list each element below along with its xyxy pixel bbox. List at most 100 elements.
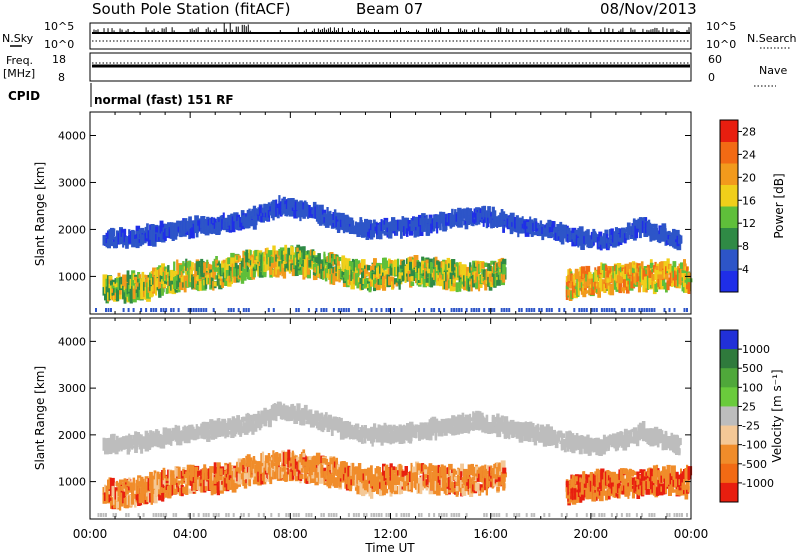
echo-cell bbox=[629, 429, 633, 443]
echo-cell bbox=[532, 425, 535, 438]
near-range-cell bbox=[272, 308, 275, 312]
near-range-cell bbox=[686, 308, 688, 312]
echo-cell bbox=[140, 227, 145, 236]
echo-cell bbox=[183, 280, 187, 293]
echo-cell bbox=[573, 281, 576, 293]
echo-cell bbox=[300, 408, 304, 416]
echo-cell bbox=[481, 412, 484, 425]
echo-cell bbox=[545, 222, 549, 233]
echo-cell bbox=[678, 284, 681, 289]
echo-cell bbox=[248, 220, 251, 229]
near-range-cell bbox=[162, 308, 165, 312]
echo-cell bbox=[599, 239, 603, 251]
echo-cell bbox=[108, 477, 112, 490]
echo-cell bbox=[134, 495, 137, 508]
near-range-cell bbox=[423, 308, 426, 312]
echo-cell bbox=[222, 425, 227, 430]
echo-cell bbox=[212, 479, 215, 490]
echo-cell bbox=[404, 275, 407, 283]
echo-cell bbox=[132, 273, 136, 287]
echo-cell bbox=[267, 251, 271, 264]
echo-cell bbox=[236, 464, 239, 472]
echo-cell bbox=[252, 456, 256, 465]
echo-cell bbox=[400, 227, 403, 239]
echo-cell bbox=[309, 249, 313, 259]
echo-cell bbox=[425, 424, 429, 435]
echo-cell bbox=[233, 266, 238, 273]
echo-cell bbox=[252, 478, 256, 485]
echo-cell bbox=[138, 477, 142, 483]
echo-cell bbox=[646, 433, 649, 438]
echo-cell bbox=[215, 275, 218, 280]
echo-cell bbox=[155, 226, 159, 234]
echo-cell bbox=[254, 258, 258, 263]
echo-cell bbox=[590, 239, 593, 247]
echo-cell bbox=[624, 266, 628, 274]
echo-cell bbox=[189, 475, 193, 481]
echo-cell bbox=[297, 263, 300, 267]
echo-cell bbox=[412, 220, 415, 228]
echo-cell bbox=[122, 294, 125, 299]
colorbar-cell bbox=[720, 184, 738, 207]
near-range-cell bbox=[195, 308, 198, 312]
echo-cell bbox=[258, 475, 262, 485]
echo-cell bbox=[212, 468, 216, 481]
echo-cell bbox=[210, 277, 214, 288]
echo-cell bbox=[116, 500, 119, 510]
echo-cell bbox=[147, 491, 151, 502]
echo-cell bbox=[554, 226, 558, 231]
echo-cell bbox=[388, 258, 391, 267]
echo-cell bbox=[275, 410, 278, 422]
echo-cell bbox=[155, 285, 158, 296]
echo-cell bbox=[415, 428, 418, 439]
echo-cell bbox=[339, 269, 342, 275]
power-x-ticks bbox=[89, 112, 692, 314]
echo-cell bbox=[379, 277, 384, 285]
echo-cell bbox=[161, 225, 164, 236]
echo-cell bbox=[188, 228, 191, 240]
echo-cell bbox=[290, 406, 294, 417]
echo-cell bbox=[252, 266, 256, 278]
echo-cell bbox=[282, 266, 287, 279]
near-range-cell bbox=[573, 308, 576, 312]
echo-cell bbox=[600, 274, 603, 278]
near-range-cell bbox=[648, 308, 651, 312]
echo-cell bbox=[173, 261, 176, 271]
echo-cell bbox=[380, 264, 384, 276]
echo-cell bbox=[382, 276, 385, 286]
echo-cell bbox=[221, 480, 224, 485]
freq-tick-top: 18 bbox=[52, 53, 66, 66]
echo-cell bbox=[128, 280, 131, 284]
echo-cell bbox=[282, 207, 285, 213]
echo-cell bbox=[201, 478, 205, 489]
echo-cell bbox=[273, 205, 277, 212]
echo-cell bbox=[165, 288, 169, 294]
echo-cell bbox=[228, 431, 232, 435]
echo-cell bbox=[309, 413, 315, 424]
echo-cell bbox=[604, 437, 608, 442]
echo-cell bbox=[609, 283, 615, 296]
echo-cell bbox=[594, 267, 597, 273]
echo-cell bbox=[194, 428, 197, 434]
echo-cell bbox=[365, 272, 371, 277]
echo-cell bbox=[637, 280, 641, 293]
echo-cell bbox=[512, 425, 516, 430]
y-tick-label: 1000 bbox=[58, 270, 86, 283]
echo-cell bbox=[212, 281, 215, 291]
echo-cell bbox=[548, 224, 554, 233]
echo-cell bbox=[162, 472, 166, 481]
echo-cell bbox=[356, 426, 359, 435]
echo-cell bbox=[140, 487, 143, 497]
echo-cell bbox=[653, 426, 659, 437]
echo-cell bbox=[434, 418, 439, 431]
echo-cell bbox=[616, 228, 620, 234]
echo-cell bbox=[365, 222, 368, 227]
echo-cell bbox=[248, 249, 251, 259]
echo-cell bbox=[120, 282, 123, 289]
echo-cell bbox=[119, 288, 122, 295]
echo-cell bbox=[394, 278, 399, 285]
echo-cell bbox=[655, 227, 658, 239]
echo-cell bbox=[218, 471, 221, 481]
echo-cell bbox=[137, 282, 140, 287]
